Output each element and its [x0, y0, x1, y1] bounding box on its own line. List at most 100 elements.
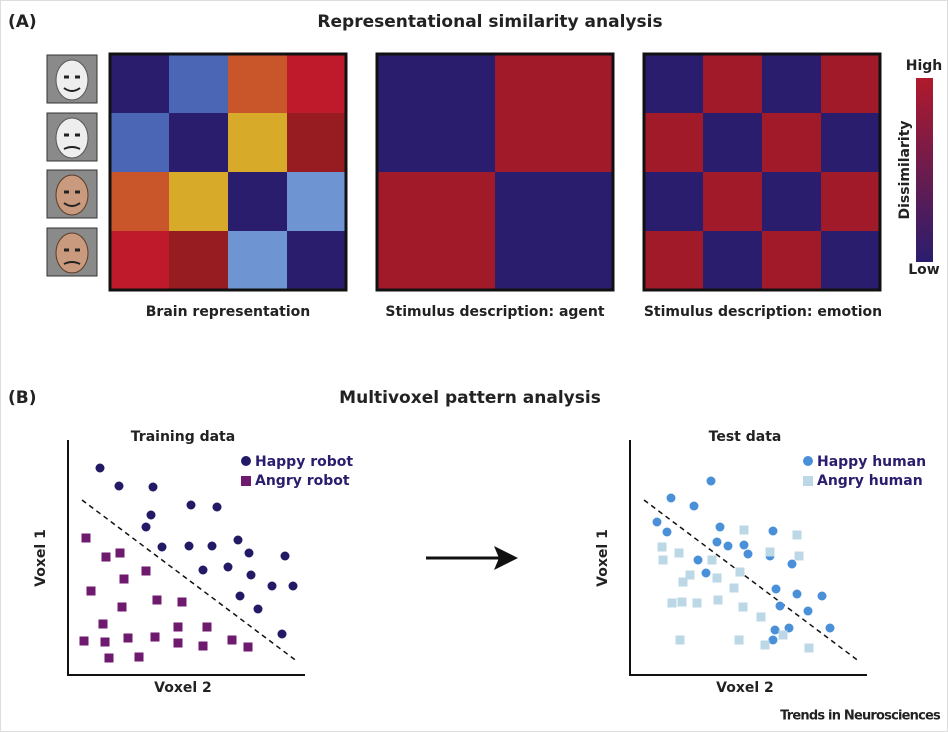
- matrix-cell: [377, 54, 437, 114]
- matrix-cell: [436, 172, 496, 232]
- point: [701, 568, 711, 578]
- point: [792, 530, 802, 540]
- axes: [629, 440, 867, 676]
- point: [760, 640, 770, 650]
- point: [792, 589, 802, 599]
- point: [735, 567, 745, 577]
- matrix-cell: [762, 113, 822, 173]
- point: [81, 533, 91, 543]
- matrix-cell: [287, 54, 347, 114]
- point: [771, 584, 781, 594]
- matrix-cell: [821, 172, 881, 232]
- point: [141, 566, 151, 576]
- legend-label: Happy robot: [255, 454, 353, 470]
- matrix-cell: [821, 113, 881, 173]
- matrix-caption: Brain representation: [146, 304, 311, 320]
- legend-marker: [241, 476, 251, 486]
- point: [689, 501, 699, 511]
- point: [692, 598, 702, 608]
- point: [723, 541, 733, 551]
- point: [123, 633, 133, 643]
- face: [55, 232, 89, 274]
- face: [55, 59, 89, 101]
- point: [667, 598, 677, 608]
- point: [235, 591, 245, 601]
- matrix-border: [108, 52, 348, 292]
- point: [706, 476, 716, 486]
- point: [95, 463, 105, 473]
- matrix-caption: Stimulus description: emotion: [644, 304, 882, 320]
- point: [202, 622, 212, 632]
- arrow-head: [494, 546, 518, 570]
- point: [756, 612, 766, 622]
- point: [141, 522, 151, 532]
- point: [678, 577, 688, 587]
- matrix-cell: [703, 231, 763, 291]
- point: [177, 597, 187, 607]
- point: [804, 643, 814, 653]
- point: [152, 595, 162, 605]
- matrix-cell: [762, 231, 822, 291]
- point: [715, 522, 725, 532]
- point: [743, 549, 753, 559]
- point: [784, 623, 794, 633]
- point: [729, 583, 739, 593]
- point: [675, 635, 685, 645]
- matrix-cell: [495, 113, 555, 173]
- point: [146, 510, 156, 520]
- point: [657, 542, 667, 552]
- matrix-cell: [495, 231, 555, 291]
- matrix-cell: [821, 231, 881, 291]
- point: [685, 570, 695, 580]
- legend-label: Happy human: [817, 454, 926, 470]
- matrix-cell: [436, 231, 496, 291]
- point: [658, 555, 668, 565]
- face: [55, 174, 89, 216]
- point: [280, 551, 290, 561]
- face-mouth: [63, 146, 81, 150]
- point: [101, 552, 111, 562]
- panel-title: Multivoxel pattern analysis: [339, 388, 601, 408]
- point: [134, 652, 144, 662]
- point: [739, 540, 749, 550]
- matrix-cell: [377, 113, 437, 173]
- point: [198, 641, 208, 651]
- point: [150, 632, 160, 642]
- point: [212, 502, 222, 512]
- matrix-cell: [110, 54, 170, 114]
- matrix-cell: [703, 113, 763, 173]
- matrix-cell: [644, 231, 704, 291]
- colorbar: [916, 78, 933, 262]
- matrix-cell: [228, 231, 288, 291]
- axes: [67, 440, 305, 676]
- matrix-cell: [169, 113, 229, 173]
- point: [825, 623, 835, 633]
- matrix-cell: [169, 172, 229, 232]
- panel-label: (B): [8, 388, 37, 408]
- point: [173, 638, 183, 648]
- matrix-cell: [554, 113, 614, 173]
- matrix-cell: [228, 54, 288, 114]
- y-axis-label: Voxel 1: [33, 529, 49, 587]
- point: [186, 500, 196, 510]
- matrix-cell: [703, 54, 763, 114]
- point: [184, 541, 194, 551]
- matrix-cell: [169, 231, 229, 291]
- point: [246, 570, 256, 580]
- point: [243, 642, 253, 652]
- matrix-cell: [644, 113, 704, 173]
- point: [98, 619, 108, 629]
- point: [277, 629, 287, 639]
- point: [207, 541, 217, 551]
- matrix-cell: [110, 231, 170, 291]
- matrix-cell: [287, 113, 347, 173]
- legend-marker: [803, 476, 813, 486]
- point: [707, 555, 717, 565]
- point: [787, 559, 797, 569]
- legend-marker: [241, 456, 251, 466]
- point: [100, 637, 110, 647]
- point: [148, 482, 158, 492]
- matrix-cell: [762, 54, 822, 114]
- matrix-cell: [110, 113, 170, 173]
- legend-label: Angry human: [817, 473, 923, 489]
